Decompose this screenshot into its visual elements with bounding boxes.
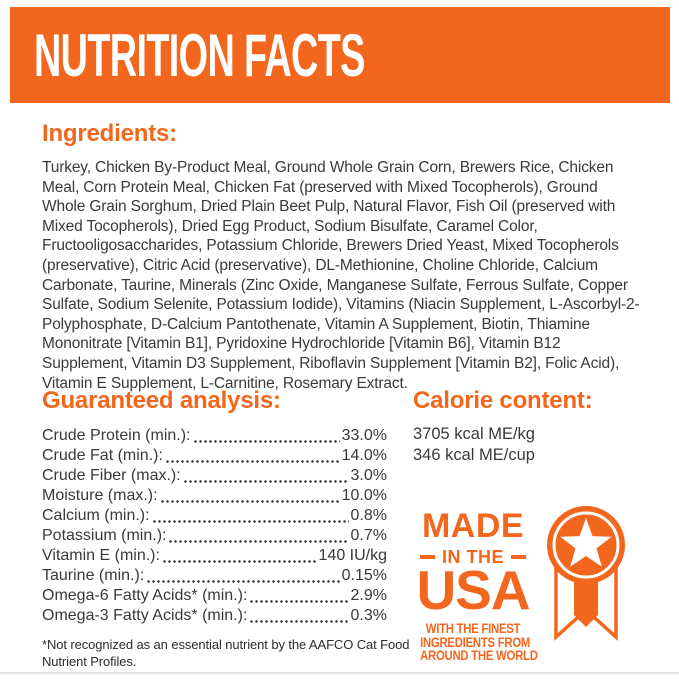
made-in-usa-text: MADE IN THE USA WITH THE FINEST INGREDIE…: [410, 503, 538, 663]
analysis-row-label: Omega-3 Fatty Acids* (min.):: [42, 607, 248, 624]
calorie-content-heading: Calorie content:: [413, 387, 593, 414]
dash-right-icon: [511, 555, 526, 559]
analysis-row: Crude Protein (min.): 33.0%: [42, 426, 387, 446]
star-icon: [560, 518, 612, 567]
analysis-row-label: Crude Fiber (max.):: [42, 467, 181, 484]
ingredients-section: Ingredients: Turkey, Chicken By-Product …: [42, 121, 642, 393]
footnote-text: *Not recognized as an essential nutrient…: [42, 637, 410, 669]
analysis-row-value: 2.9%: [350, 587, 387, 604]
guaranteed-analysis-heading: Guaranteed analysis:: [42, 387, 281, 414]
leader-dots: [192, 440, 340, 443]
analysis-row-label: Omega-6 Fatty Acids* (min.):: [42, 587, 248, 604]
award-ribbon-star-icon: [546, 503, 626, 663]
leader-dots: [249, 600, 349, 603]
analysis-row: Omega-3 Fatty Acids* (min.): 0.3%: [42, 606, 387, 626]
analysis-row: Potassium (min.): 0.7%: [42, 526, 387, 546]
analysis-row-label: Potassium (min.):: [42, 527, 167, 544]
ingredients-heading: Ingredients:: [42, 120, 177, 147]
calorie-line-cup: 346 kcal ME/cup: [413, 446, 535, 464]
analysis-row-label: Taurine (min.):: [42, 567, 145, 584]
analysis-row-label: Crude Protein (min.):: [42, 427, 191, 444]
analysis-row: Taurine (min.): 0.15%: [42, 566, 387, 586]
analysis-row: Crude Fat (min.): 14.0%: [42, 446, 387, 466]
analysis-row-label: Moisture (max.):: [42, 487, 158, 504]
analysis-row-label: Crude Fat (min.):: [42, 447, 163, 464]
analysis-row: Crude Fiber (max.): 3.0%: [42, 466, 387, 486]
badge-subline-3: AROUND THE WORLD: [420, 648, 538, 663]
bottom-divider: [0, 672, 679, 674]
leader-dots: [182, 480, 349, 483]
analysis-row-label: Calcium (min.):: [42, 507, 150, 524]
analysis-row-value: 0.7%: [350, 527, 387, 544]
ingredients-text: Turkey, Chicken By-Product Meal, Ground …: [42, 159, 640, 392]
calorie-line-kg: 3705 kcal ME/kg: [413, 425, 535, 443]
leader-dots: [146, 580, 340, 583]
nutrition-facts-banner: NUTRITION FACTS: [10, 7, 670, 103]
made-text: MADE: [421, 507, 525, 545]
made-in-usa-badge: MADE IN THE USA WITH THE FINEST INGREDIE…: [410, 503, 658, 663]
analysis-row-value: 0.3%: [350, 607, 387, 624]
usa-text: USA: [416, 559, 530, 621]
analysis-table: Crude Protein (min.): 33.0% Crude Fat (mi…: [42, 426, 387, 626]
leader-dots: [159, 500, 340, 503]
analysis-row: Vitamin E (min.): 140 IU/kg: [42, 546, 387, 566]
page-title: NUTRITION FACTS: [34, 21, 365, 89]
dash-left-icon: [419, 555, 435, 559]
badge-tagline: WITH THE FINEST INGREDIENTS FROM AROUND …: [410, 621, 538, 663]
guaranteed-analysis-section: Guaranteed analysis: Crude Protein (min.…: [42, 388, 387, 626]
analysis-row-value: 0.15%: [341, 567, 387, 584]
badge-subline-2: INGREDIENTS FROM: [420, 634, 531, 650]
leader-dots: [249, 620, 349, 623]
analysis-row-label: Vitamin E (min.):: [42, 547, 160, 564]
analysis-row: Calcium (min.): 0.8%: [42, 506, 387, 526]
analysis-row-value: 3.0%: [350, 467, 387, 484]
analysis-row: Omega-6 Fatty Acids* (min.): 2.9%: [42, 586, 387, 606]
analysis-row-value: 0.8%: [350, 507, 387, 524]
analysis-row-value: 33.0%: [341, 427, 387, 444]
calorie-content-section: Calorie content: 3705 kcal ME/kg 346 kca…: [413, 388, 653, 466]
analysis-row: Moisture (max.): 10.0%: [42, 486, 387, 506]
analysis-row-value: 10.0%: [341, 487, 387, 504]
analysis-row-value: 140 IU/kg: [318, 547, 387, 564]
analysis-row-value: 14.0%: [341, 447, 387, 464]
leader-dots: [161, 560, 317, 563]
badge-subline-1: WITH THE FINEST: [425, 621, 521, 636]
leader-dots: [164, 460, 340, 463]
leader-dots: [151, 520, 349, 523]
in-the-row: IN THE: [410, 548, 536, 566]
in-the-text: IN THE: [441, 547, 504, 567]
leader-dots: [168, 540, 349, 543]
